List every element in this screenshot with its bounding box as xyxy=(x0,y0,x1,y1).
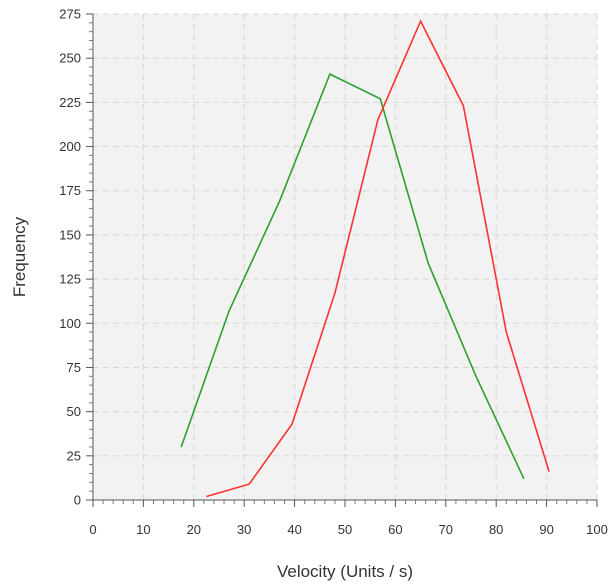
x-tick-label: 50 xyxy=(338,522,352,537)
x-tick-label: 20 xyxy=(187,522,201,537)
y-tick-label: 225 xyxy=(59,95,81,110)
y-tick-label: 100 xyxy=(59,316,81,331)
x-tick-label: 0 xyxy=(89,522,96,537)
y-tick-label: 175 xyxy=(59,183,81,198)
x-tick-label: 40 xyxy=(287,522,301,537)
x-tick-label: 30 xyxy=(237,522,251,537)
y-tick-label: 250 xyxy=(59,51,81,66)
x-axis-ticks: 0 10 20 30 40 50 60 70 80 90 100 xyxy=(89,500,608,537)
y-tick-label: 275 xyxy=(59,7,81,22)
y-tick-label: 0 xyxy=(74,493,81,508)
y-tick-label: 150 xyxy=(59,227,81,242)
x-tick-label: 100 xyxy=(586,522,608,537)
y-axis-ticks: 0 25 50 75 100 125 150 175 200 225 250 275 xyxy=(59,7,93,508)
y-tick-label: 125 xyxy=(59,272,81,287)
y-tick-label: 75 xyxy=(67,360,81,375)
series-line-1 xyxy=(180,73,525,480)
y-tick-label: 50 xyxy=(67,404,81,419)
series-line-2 xyxy=(206,19,550,498)
series-lines xyxy=(180,19,550,498)
y-tick-label: 200 xyxy=(59,139,81,154)
y-axis-label: Frequency xyxy=(10,216,29,297)
x-tick-label: 70 xyxy=(439,522,453,537)
x-axis-label: Velocity (Units / s) xyxy=(277,562,413,581)
x-tick-label: 80 xyxy=(489,522,503,537)
x-tick-label: 90 xyxy=(539,522,553,537)
x-tick-label: 60 xyxy=(388,522,402,537)
y-tick-label: 25 xyxy=(67,448,81,463)
x-tick-label: 10 xyxy=(136,522,150,537)
